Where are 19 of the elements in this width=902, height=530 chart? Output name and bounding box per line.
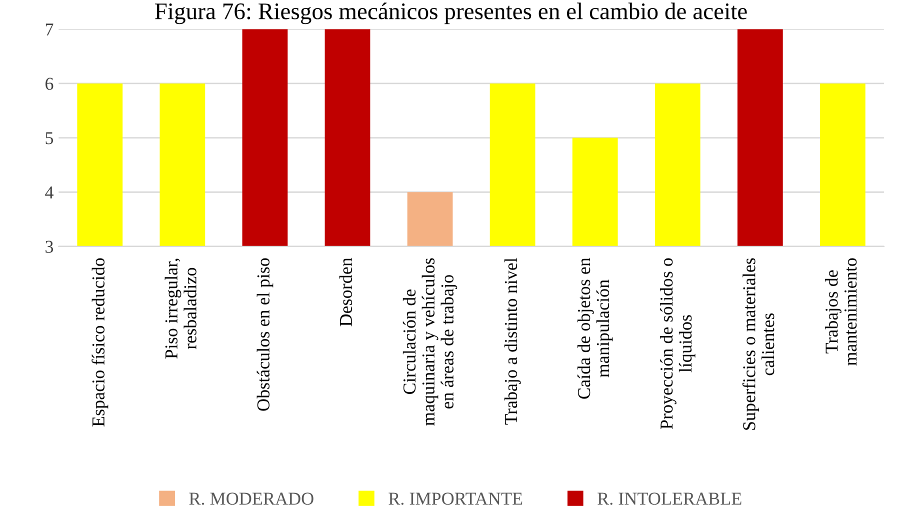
x-tick-label: Circulación de maquinaria y vehículos en áreas de trabajo bbox=[402, 258, 458, 426]
x-tick-label: Caída de objetos en manipulación bbox=[577, 258, 613, 399]
y-tick-label: 7 bbox=[46, 24, 54, 36]
legend-label: R. IMPORTANTE bbox=[388, 492, 522, 505]
x-tick-label: Obstáculos en el piso bbox=[256, 258, 274, 411]
y-tick-label: 5 bbox=[46, 132, 54, 144]
y-tick-label: 3 bbox=[46, 240, 54, 253]
x-tick-label: Superficies o materiales calientes bbox=[742, 258, 774, 430]
y-tick-label: 6 bbox=[46, 78, 54, 90]
chart-title: Figura 76: Riesgos mecánicos presentes en el cambio de aceite bbox=[154, 2, 747, 24]
legend-label: R. MODERADO bbox=[189, 492, 314, 505]
x-tick-label: Desorden bbox=[339, 258, 352, 326]
x-tick-label: Espacio físico reducido bbox=[92, 258, 108, 427]
x-tick-label: Proyección de sólidos o líquidos bbox=[660, 258, 696, 430]
y-tick-label: 4 bbox=[45, 186, 54, 198]
x-tick-label: Piso irregular, resbaladizo bbox=[164, 258, 196, 359]
legend-label: R. INTOLERABLE bbox=[598, 492, 742, 505]
x-tick-label: Trabajos de mantenimiento bbox=[825, 258, 857, 366]
x-tick-label: Trabajo a distinto nivel bbox=[504, 258, 521, 425]
